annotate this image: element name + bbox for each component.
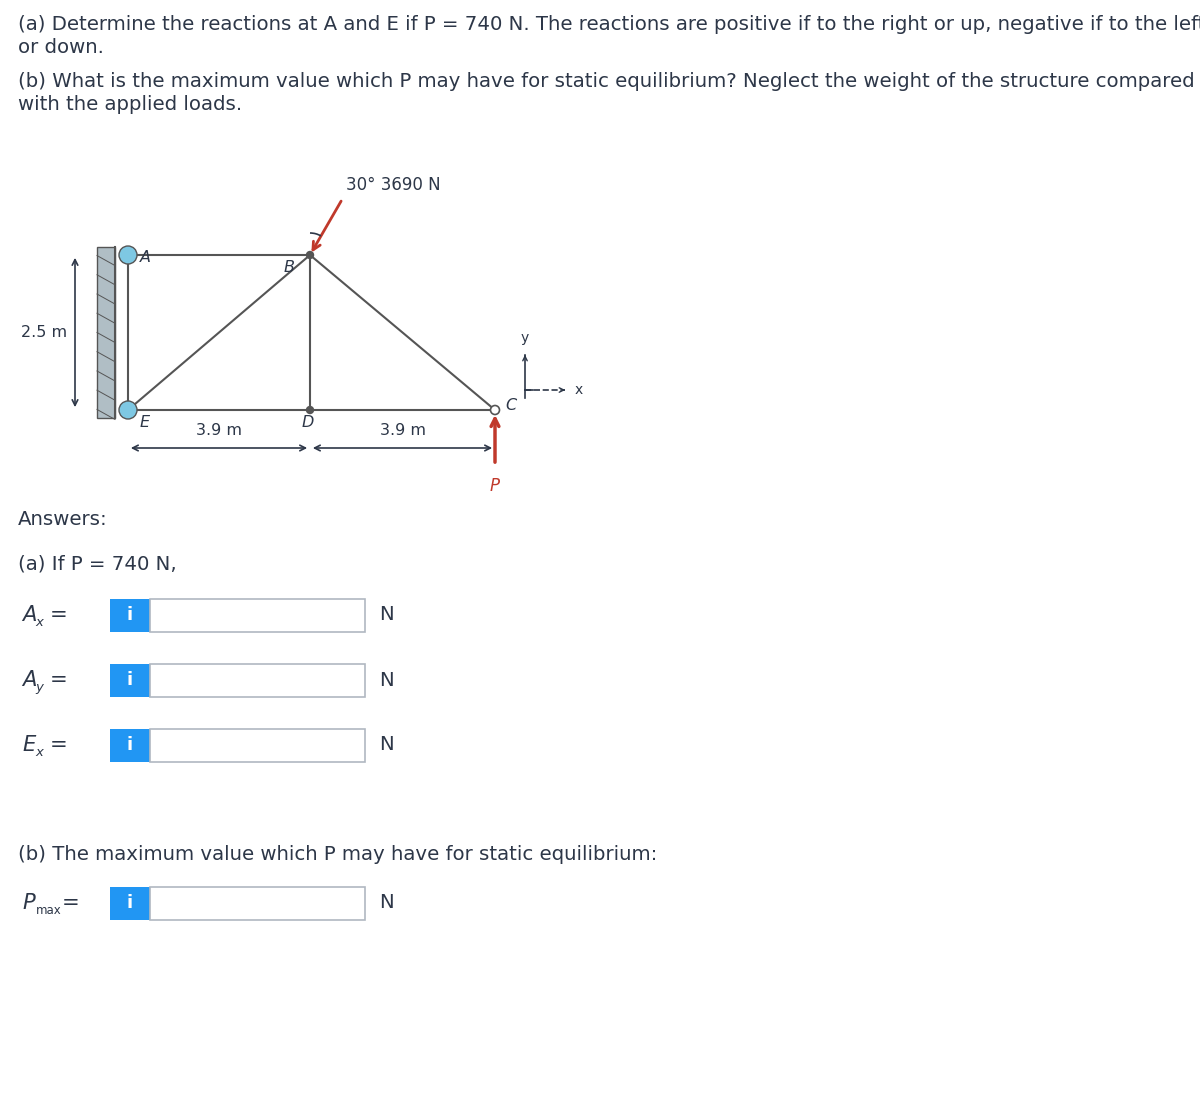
- Text: (b) The maximum value which P may have for static equilibrium:: (b) The maximum value which P may have f…: [18, 845, 658, 864]
- Bar: [150, 598, 365, 631]
- Text: N: N: [379, 671, 394, 690]
- Text: A: A: [22, 605, 36, 625]
- Text: (a) Determine the reactions at A and E if P = 740 N. The reactions are positive : (a) Determine the reactions at A and E i…: [18, 15, 1200, 34]
- Text: =: =: [50, 670, 67, 690]
- Text: 30° 3690 N: 30° 3690 N: [346, 176, 440, 193]
- Text: i: i: [127, 894, 133, 912]
- Text: C: C: [505, 399, 516, 414]
- Text: P: P: [490, 477, 500, 495]
- Text: y: y: [35, 682, 43, 695]
- Text: x: x: [35, 616, 43, 629]
- Text: 3.9 m: 3.9 m: [196, 423, 242, 438]
- Circle shape: [306, 251, 313, 258]
- Text: i: i: [127, 671, 133, 690]
- Bar: [110, 598, 150, 631]
- Text: P: P: [22, 893, 35, 914]
- Text: A: A: [140, 250, 151, 265]
- Text: E: E: [22, 735, 35, 755]
- Bar: [110, 663, 150, 696]
- Bar: [110, 886, 150, 919]
- Bar: [110, 728, 150, 762]
- Bar: [150, 728, 365, 762]
- Text: (a) If P = 740 N,: (a) If P = 740 N,: [18, 554, 176, 574]
- Text: with the applied loads.: with the applied loads.: [18, 96, 242, 114]
- Text: E: E: [140, 415, 150, 430]
- Text: =: =: [62, 893, 79, 914]
- Text: i: i: [127, 606, 133, 624]
- Text: (b) What is the maximum value which P may have for static equilibrium? Neglect t: (b) What is the maximum value which P ma…: [18, 72, 1195, 91]
- Text: max: max: [36, 905, 61, 918]
- Text: 2.5 m: 2.5 m: [20, 325, 67, 340]
- Text: =: =: [50, 735, 67, 755]
- Text: N: N: [379, 736, 394, 754]
- Bar: [150, 886, 365, 919]
- Bar: [97, 247, 115, 418]
- Circle shape: [491, 405, 499, 415]
- Text: or down.: or down.: [18, 38, 104, 57]
- Circle shape: [306, 406, 313, 414]
- Text: Answers:: Answers:: [18, 509, 108, 529]
- Text: x: x: [575, 383, 583, 397]
- Text: B: B: [284, 260, 295, 274]
- Text: D: D: [302, 415, 314, 430]
- Text: y: y: [521, 330, 529, 345]
- Circle shape: [119, 246, 137, 264]
- Text: N: N: [379, 605, 394, 625]
- Text: 3.9 m: 3.9 m: [379, 423, 426, 438]
- Bar: [150, 663, 365, 696]
- Text: N: N: [379, 894, 394, 912]
- Circle shape: [119, 401, 137, 419]
- Text: x: x: [35, 747, 43, 760]
- Text: A: A: [22, 670, 36, 690]
- Text: =: =: [50, 605, 67, 625]
- Text: i: i: [127, 736, 133, 754]
